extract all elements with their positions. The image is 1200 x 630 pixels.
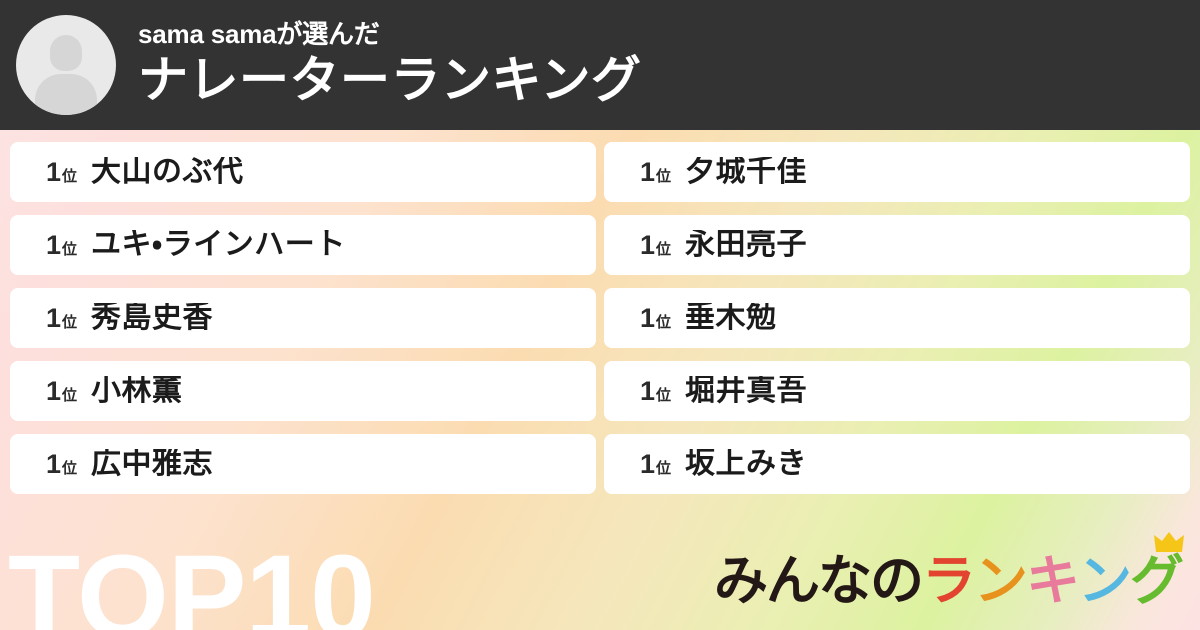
ranking-item-name: 垂木勉 xyxy=(685,303,777,333)
rank-unit-label: 位 xyxy=(62,459,78,477)
brand-logo: みんなのランキング xyxy=(714,532,1184,611)
brand-char: み xyxy=(714,551,768,611)
ranking-item[interactable]: 1 位秀島史香 xyxy=(10,288,596,348)
rank-number: 1 xyxy=(640,229,656,260)
brand-char: ン xyxy=(1078,551,1132,611)
ranking-item[interactable]: 1 位垂木勉 xyxy=(604,288,1190,348)
ranking-item[interactable]: 1 位坂上みき xyxy=(604,434,1190,494)
rank-number: 1 xyxy=(46,302,62,333)
rank-number: 1 xyxy=(640,448,656,479)
person-avatar-icon xyxy=(16,15,116,115)
ranking-item[interactable]: 1 位夕城千佳 xyxy=(604,142,1190,202)
ranking-item-name: 大山のぶ代 xyxy=(91,157,244,187)
ranking-item[interactable]: 1 位小林薫 xyxy=(10,361,596,421)
brand-char: グ xyxy=(1130,551,1184,611)
header-titles: sama samaが選んだ ナレーターランキング xyxy=(138,20,642,111)
brand-char: ン xyxy=(974,551,1028,611)
header-bar: sama samaが選んだ ナレーターランキング xyxy=(0,0,1200,130)
brand-char: ん xyxy=(766,551,820,611)
ranking-item-name: 秀島史香 xyxy=(91,303,214,333)
ranking-item-name: 堀井真吾 xyxy=(685,376,808,406)
rank-unit-label: 位 xyxy=(62,386,78,404)
header-subtitle: sama samaが選んだ xyxy=(138,18,380,49)
rank-number: 1 xyxy=(640,302,656,333)
top10-watermark: TOP10 xyxy=(8,531,376,630)
brand-char: ラ xyxy=(922,551,976,611)
brand-char: の xyxy=(870,551,924,611)
rank-number: 1 xyxy=(46,156,62,187)
ranking-item-name: 広中雅志 xyxy=(91,449,214,479)
ranking-item[interactable]: 1 位ユキ・ラインハート xyxy=(10,215,596,275)
ranking-item[interactable]: 1 位広中雅志 xyxy=(10,434,596,494)
ranking-item-name: 夕城千佳 xyxy=(685,157,808,187)
avatar-body-shape xyxy=(35,74,97,115)
rank-unit-label: 位 xyxy=(656,313,672,331)
rank-number: 1 xyxy=(640,375,656,406)
ranking-item-name: ユキ・ラインハート xyxy=(91,230,346,260)
rank-unit-label: 位 xyxy=(62,240,78,258)
rank-number: 1 xyxy=(46,448,62,479)
rank-unit-label: 位 xyxy=(656,167,672,185)
rank-number: 1 xyxy=(46,229,62,260)
rank-unit-label: 位 xyxy=(62,313,78,331)
ranking-item-name: 永田亮子 xyxy=(685,230,808,260)
ranking-item-name: 小林薫 xyxy=(91,376,183,406)
ranking-item-name: 坂上みき xyxy=(685,449,808,479)
brand-last-char-wrap: グ xyxy=(1130,532,1184,611)
brand-char: な xyxy=(818,551,872,611)
rank-unit-label: 位 xyxy=(62,167,78,185)
rank-unit-label: 位 xyxy=(656,386,672,404)
ranking-item[interactable]: 1 位堀井真吾 xyxy=(604,361,1190,421)
crown-icon xyxy=(1154,532,1184,552)
ranking-item[interactable]: 1 位大山のぶ代 xyxy=(10,142,596,202)
ranking-item[interactable]: 1 位永田亮子 xyxy=(604,215,1190,275)
ranking-list: 1 位大山のぶ代 1 位夕城千佳 1 位ユキ・ラインハート 1 位永田亮子 1 位秀島史香 1 位垂木… xyxy=(0,142,1200,507)
brand-char: キ xyxy=(1026,551,1080,611)
rank-unit-label: 位 xyxy=(656,240,672,258)
avatar-head-shape xyxy=(50,35,82,71)
page-title: ナレーターランキング xyxy=(138,52,642,109)
rank-number: 1 xyxy=(46,375,62,406)
rank-unit-label: 位 xyxy=(656,459,672,477)
rank-number: 1 xyxy=(640,156,656,187)
